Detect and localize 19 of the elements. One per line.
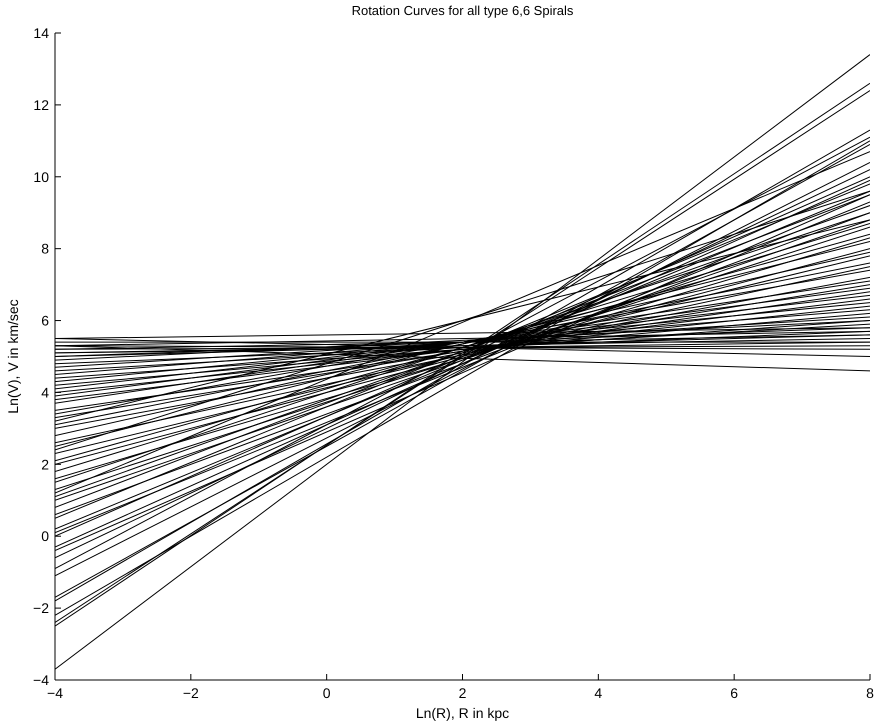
y-axis-title: Ln(V), V in km/sec bbox=[5, 299, 21, 414]
y-tick-label: 14 bbox=[33, 25, 50, 41]
y-tick-label: 6 bbox=[41, 312, 50, 329]
x-axis-title: Ln(R), R in kpc bbox=[416, 705, 510, 721]
y-tick-label: 2 bbox=[41, 456, 50, 472]
x-tick-label: −2 bbox=[182, 685, 200, 701]
y-tick-label: 4 bbox=[41, 384, 50, 400]
x-tick-label: 4 bbox=[594, 685, 602, 701]
x-tick-label: 8 bbox=[866, 685, 874, 701]
y-tick-label: 8 bbox=[41, 240, 50, 257]
y-tick-label: 0 bbox=[41, 528, 50, 544]
y-tick-label: −2 bbox=[33, 600, 50, 616]
y-tick-label: 10 bbox=[33, 168, 50, 185]
x-tick-label: 2 bbox=[458, 685, 467, 701]
x-tick-label: 6 bbox=[730, 685, 738, 701]
y-tick-label: −4 bbox=[33, 672, 50, 688]
chart-title: Rotation Curves for all type 6,6 Spirals bbox=[352, 3, 574, 18]
x-tick-label: 0 bbox=[322, 685, 331, 701]
y-tick-label: 12 bbox=[33, 96, 50, 113]
